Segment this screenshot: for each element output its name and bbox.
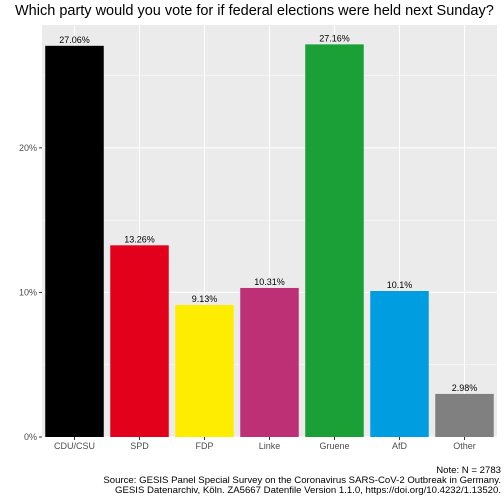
data-label: 9.13% <box>192 294 218 304</box>
y-tick-label: 10% <box>19 287 37 297</box>
data-label: 10.31% <box>254 277 285 287</box>
data-label: 27.06% <box>59 35 90 45</box>
data-label: 13.26% <box>124 234 155 244</box>
y-tick-label: 0% <box>24 432 37 442</box>
x-tick-label: Other <box>453 441 476 451</box>
caption-archive: GESIS Datenarchiv, Köln. ZA5667 Datenfil… <box>115 485 501 496</box>
x-axis: CDU/CSU SPD FDP Linke Gruene AfD Other <box>54 437 476 451</box>
bar-fdp <box>175 305 234 437</box>
bar-gruene <box>305 44 364 438</box>
caption-source: Source: GESIS Panel Special Survey on th… <box>103 475 501 486</box>
bar-linke <box>240 287 299 437</box>
data-label: 2.98% <box>452 383 478 393</box>
chart-title: Which party would you vote for if federa… <box>15 3 494 19</box>
bars <box>45 44 494 438</box>
bar-other <box>435 393 494 437</box>
x-tick-label: Linke <box>259 441 281 451</box>
x-tick-label: CDU/CSU <box>54 441 95 451</box>
x-tick-label: FDP <box>196 441 214 451</box>
x-tick-label: SPD <box>130 441 149 451</box>
bar-cdu-csu <box>45 45 104 438</box>
bar-spd <box>110 245 169 437</box>
bar-afd <box>370 290 429 437</box>
y-tick-label: 20% <box>19 143 37 153</box>
data-label: 10.1% <box>387 280 413 290</box>
caption-note: Note: N = 2783 <box>436 465 501 476</box>
x-tick-label: AfD <box>392 441 408 451</box>
y-axis: 0% 10% 20% <box>19 143 42 442</box>
x-tick-label: Gruene <box>319 441 349 451</box>
data-labels: 27.06% 13.26% 9.13% 10.31% 27.16% 10.1% 2.98% <box>59 33 477 393</box>
data-label: 27.16% <box>319 33 350 43</box>
